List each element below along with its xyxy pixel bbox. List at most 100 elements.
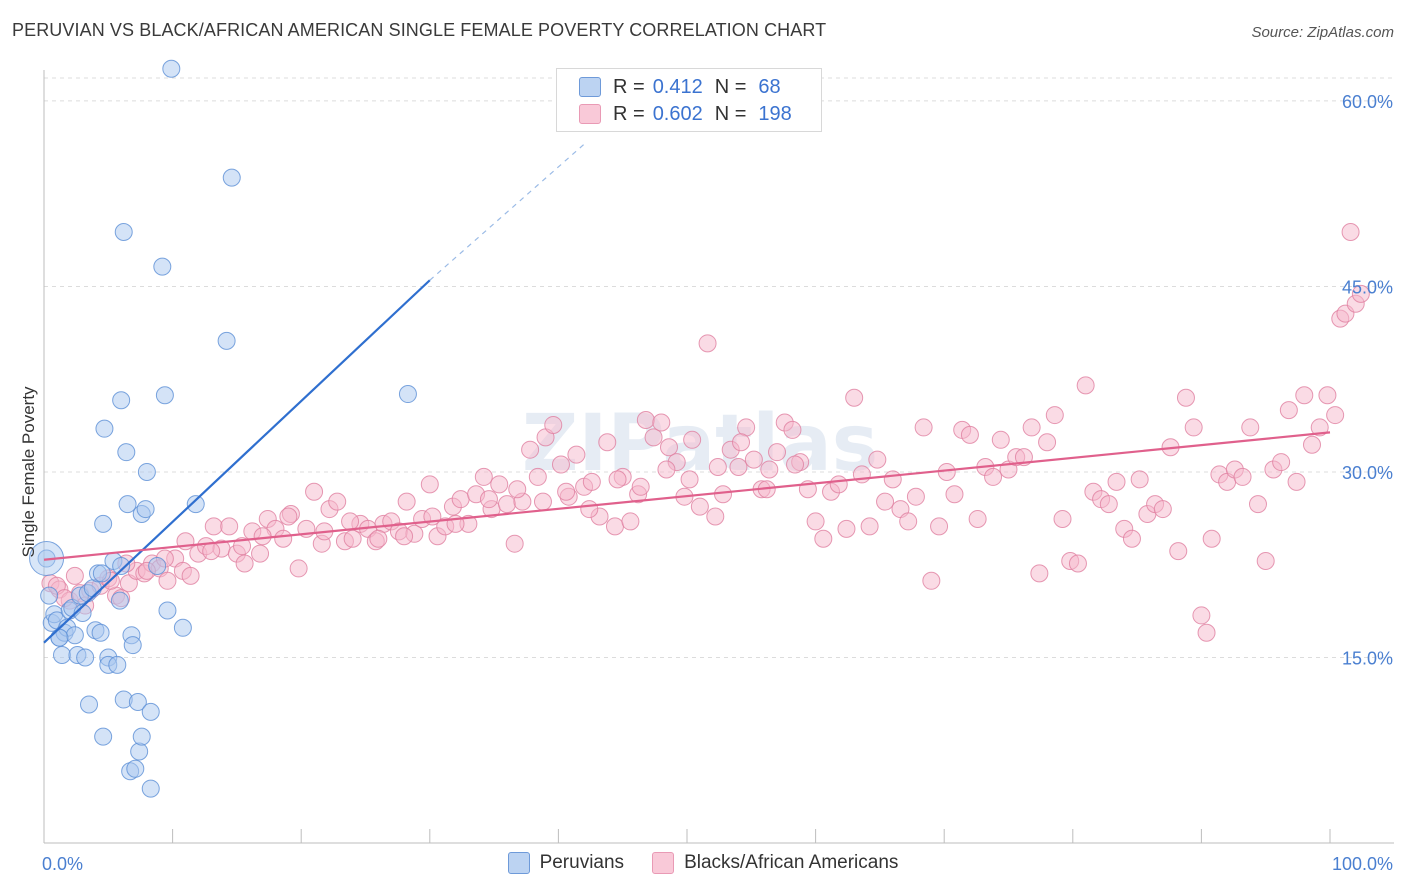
data-point	[659, 438, 678, 457]
data-point	[94, 727, 113, 746]
data-point	[1241, 418, 1260, 437]
data-point	[945, 485, 964, 504]
data-point	[1295, 386, 1314, 405]
legend-swatch-pink	[652, 852, 675, 874]
y-axis-title: Single Female Poverty	[19, 386, 38, 558]
data-point	[118, 495, 137, 514]
legend-r-label: R =	[613, 102, 645, 125]
data-point	[40, 586, 59, 605]
data-point	[398, 385, 417, 404]
data-point	[598, 433, 617, 452]
data-point	[922, 571, 941, 590]
data-point	[497, 495, 516, 514]
axes	[43, 70, 1394, 844]
data-point	[814, 529, 833, 548]
data-point	[1107, 472, 1126, 491]
data-point	[117, 443, 136, 462]
data-point	[551, 455, 570, 474]
data-point	[397, 492, 416, 511]
data-point	[1310, 418, 1329, 437]
data-point	[251, 544, 270, 563]
data-point	[94, 514, 113, 533]
data-point	[991, 430, 1010, 449]
data-point	[173, 618, 192, 637]
data-point	[508, 480, 527, 499]
legend-n-value: 68	[758, 75, 781, 98]
data-point	[80, 695, 99, 714]
data-point	[652, 413, 671, 432]
data-point	[930, 517, 949, 536]
data-point	[1130, 470, 1149, 489]
data-point	[636, 411, 655, 430]
data-point	[112, 556, 131, 575]
x-tick-label: 0.0%	[42, 854, 83, 874]
legend-item-peruvians: Peruvians	[507, 852, 625, 874]
y-tick-label: 15.0%	[1342, 648, 1393, 668]
data-point	[521, 440, 540, 459]
series-blacks-points	[41, 223, 1370, 642]
data-point	[155, 386, 174, 405]
data-point	[960, 425, 979, 444]
data-point	[1341, 223, 1360, 242]
data-point	[984, 467, 1003, 486]
data-point	[829, 475, 848, 494]
data-point	[1326, 406, 1345, 425]
data-point	[1202, 529, 1221, 548]
data-point	[181, 566, 200, 585]
y-tick-label: 45.0%	[1342, 277, 1393, 297]
legend-n-label: N =	[714, 75, 747, 98]
legend-label-peruvians: Peruvians	[539, 852, 625, 873]
data-point	[768, 443, 787, 462]
data-point	[1045, 406, 1064, 425]
data-point	[204, 517, 223, 536]
data-point	[845, 388, 864, 407]
data-point	[1068, 554, 1087, 573]
legend-swatch-pink	[579, 104, 601, 124]
legend-swatch-blue	[579, 77, 601, 97]
data-point	[395, 527, 414, 546]
data-point	[137, 462, 156, 481]
series-peruvians-points	[29, 59, 417, 798]
data-point	[860, 517, 879, 536]
data-point	[729, 458, 748, 477]
correlation-legend: R = 0.412 N = 68 R = 0.602 N = 198	[556, 68, 822, 132]
data-point	[1351, 284, 1370, 303]
data-point	[490, 475, 509, 494]
data-point	[136, 500, 155, 519]
data-point	[343, 529, 362, 548]
data-point	[608, 470, 627, 489]
data-point	[341, 512, 360, 531]
chart-title: PERUVIAN VS BLACK/AFRICAN AMERICAN SINGL…	[12, 20, 827, 40]
data-point	[53, 646, 72, 665]
data-point	[1279, 401, 1298, 420]
x-tick-label: 100.0%	[1332, 854, 1393, 874]
legend-n-value: 198	[758, 102, 792, 125]
data-point	[126, 759, 145, 778]
data-point	[148, 556, 167, 575]
data-point	[680, 470, 699, 489]
axis-labels: 15.0% 30.0% 45.0% 60.0% 0.0% 100.0% Single Fem…	[19, 92, 1393, 874]
data-point	[420, 475, 439, 494]
data-point	[876, 492, 895, 511]
data-point	[65, 566, 84, 585]
data-point	[274, 529, 293, 548]
data-point	[683, 430, 702, 449]
chart-source: Source: ZipAtlas.com	[1251, 24, 1394, 41]
legend-r-label: R =	[613, 75, 645, 98]
data-point	[580, 500, 599, 519]
data-point	[92, 564, 111, 583]
data-point	[528, 467, 547, 486]
legend-r-value: 0.412	[652, 75, 703, 98]
data-point	[714, 485, 733, 504]
y-tick-label: 60.0%	[1342, 92, 1393, 112]
data-point	[141, 702, 160, 721]
data-point	[906, 487, 925, 506]
legend-n-label: N =	[714, 102, 747, 125]
data-point	[883, 470, 902, 489]
legend-row-peruvians: R = 0.412 N = 68	[579, 75, 781, 99]
data-point	[505, 534, 524, 553]
data-point	[220, 517, 239, 536]
data-point	[1272, 453, 1291, 472]
data-point	[744, 450, 763, 469]
